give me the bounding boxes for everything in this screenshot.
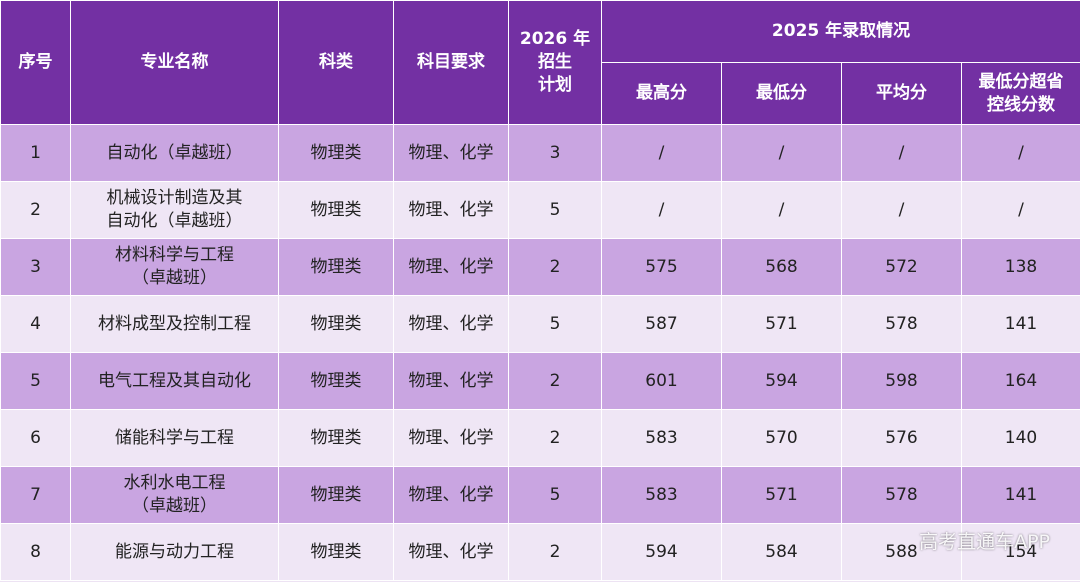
table-cell: 物理类 bbox=[278, 124, 394, 182]
table-row: 7 水利水电工程 （卓越班） 物理类 物理、化学 5 583 571 578 141 bbox=[0, 466, 1080, 524]
table-row: 8 能源与动力工程 物理类 物理、化学 2 594 584 588 154 bbox=[0, 523, 1080, 581]
header-cell: 序号 bbox=[0, 0, 71, 125]
table-cell: 水利水电工程 （卓越班） bbox=[70, 466, 279, 524]
header-cell: 最低分 bbox=[721, 62, 842, 125]
table-cell: 571 bbox=[721, 466, 842, 524]
table-cell: 154 bbox=[960, 523, 1080, 581]
table-cell: / bbox=[601, 181, 722, 239]
table-cell: 自动化（卓越班） bbox=[70, 124, 279, 182]
table-cell: 6 bbox=[0, 409, 71, 467]
table-cell: 594 bbox=[601, 523, 722, 581]
table-cell: 物理、化学 bbox=[393, 466, 509, 524]
table-cell: 587 bbox=[601, 295, 722, 353]
table-cell: 物理、化学 bbox=[393, 181, 509, 239]
table-cell: 物理、化学 bbox=[393, 352, 509, 410]
table-cell: / bbox=[601, 124, 722, 182]
table-cell: 能源与动力工程 bbox=[70, 523, 279, 581]
table-cell: 机械设计制造及其 自动化（卓越班） bbox=[70, 181, 279, 239]
table-cell: 570 bbox=[721, 409, 842, 467]
table-cell: / bbox=[721, 181, 842, 239]
table-cell: 物理类 bbox=[278, 181, 394, 239]
table-cell: / bbox=[721, 124, 842, 182]
header-cell: 2025 年录取情况 bbox=[600, 0, 1080, 63]
table-cell: 1 bbox=[0, 124, 71, 182]
watermark: 高考直通车APP bbox=[919, 531, 1050, 553]
table-cell: 601 bbox=[601, 352, 722, 410]
table-cell: 584 bbox=[721, 523, 842, 581]
table-cell: 材料科学与工程 （卓越班） bbox=[70, 238, 279, 296]
table-cell: / bbox=[960, 124, 1080, 182]
table-cell: 5 bbox=[508, 181, 602, 239]
table-cell: 141 bbox=[960, 466, 1080, 524]
table-cell: 5 bbox=[508, 466, 602, 524]
table-row: 3 材料科学与工程 （卓越班） 物理类 物理、化学 2 575 568 572 138 bbox=[0, 238, 1080, 296]
table-cell: / bbox=[841, 124, 962, 182]
table-cell: 8 bbox=[0, 523, 71, 581]
table-cell: 物理、化学 bbox=[393, 295, 509, 353]
table-cell: 572 bbox=[841, 238, 962, 296]
header-cell: 科目要求 bbox=[393, 0, 509, 125]
table-cell: 物理、化学 bbox=[393, 409, 509, 467]
table-cell: 5 bbox=[508, 295, 602, 353]
table-cell: 物理类 bbox=[278, 409, 394, 467]
table-cell: 598 bbox=[841, 352, 962, 410]
header-cell: 最低分超省 控线分数 bbox=[960, 62, 1080, 125]
table-cell: 571 bbox=[721, 295, 842, 353]
table-cell: 物理、化学 bbox=[393, 238, 509, 296]
table-cell: 588 bbox=[841, 523, 962, 581]
table-cell: 物理类 bbox=[278, 238, 394, 296]
table-cell: 3 bbox=[0, 238, 71, 296]
header-cell: 2026 年 招生 计划 bbox=[508, 0, 602, 125]
table-cell: 物理、化学 bbox=[393, 523, 509, 581]
table-cell: 物理类 bbox=[278, 523, 394, 581]
table-cell: 物理类 bbox=[278, 295, 394, 353]
table-cell: 储能科学与工程 bbox=[70, 409, 279, 467]
table-cell: 578 bbox=[841, 295, 962, 353]
table-cell: 141 bbox=[960, 295, 1080, 353]
table-cell: 2 bbox=[508, 352, 602, 410]
table-cell: 568 bbox=[721, 238, 842, 296]
table-cell: 物理类 bbox=[278, 466, 394, 524]
table-row: 5 电气工程及其自动化 物理类 物理、化学 2 601 594 598 164 bbox=[0, 352, 1080, 410]
table-cell: 7 bbox=[0, 466, 71, 524]
table-cell: 164 bbox=[960, 352, 1080, 410]
table-cell: 583 bbox=[601, 409, 722, 467]
table-cell: 2 bbox=[508, 523, 602, 581]
table-row: 6 储能科学与工程 物理类 物理、化学 2 583 570 576 140 bbox=[0, 409, 1080, 467]
table-cell: 2 bbox=[508, 238, 602, 296]
table-cell: 2 bbox=[0, 181, 71, 239]
header-cell: 专业名称 bbox=[70, 0, 279, 125]
table-cell: 5 bbox=[0, 352, 71, 410]
table-cell: 物理类 bbox=[278, 352, 394, 410]
table-cell: 576 bbox=[841, 409, 962, 467]
table-cell: 2 bbox=[508, 409, 602, 467]
table-cell: 138 bbox=[960, 238, 1080, 296]
table-cell: 583 bbox=[601, 466, 722, 524]
header-cell: 平均分 bbox=[841, 62, 962, 125]
table-row: 1 自动化（卓越班） 物理类 物理、化学 3// / / bbox=[0, 124, 1080, 182]
header-cell: 最高分 bbox=[601, 62, 722, 125]
table-row: 2 机械设计制造及其 自动化（卓越班） 物理类 物理、化学 5// / / bbox=[0, 181, 1080, 239]
table-cell: 4 bbox=[0, 295, 71, 353]
table-cell: 578 bbox=[841, 466, 962, 524]
table-cell: / bbox=[841, 181, 962, 239]
table-body: 1 自动化（卓越班） 物理类 物理、化学 3// //2 机械设计制造及其 自动化（卓越班）… bbox=[0, 124, 1080, 581]
header-cell: 科类 bbox=[278, 0, 394, 125]
table-cell: / bbox=[960, 181, 1080, 239]
table-cell: 材料成型及控制工程 bbox=[70, 295, 279, 353]
table-cell: 594 bbox=[721, 352, 842, 410]
table-cell: 物理、化学 bbox=[393, 124, 509, 182]
table-cell: 3 bbox=[508, 124, 602, 182]
table-cell: 140 bbox=[960, 409, 1080, 467]
table-row: 4 材料成型及控制工程 物理类 物理、化学 5 587 571 578 141 bbox=[0, 295, 1080, 353]
table-cell: 电气工程及其自动化 bbox=[70, 352, 279, 410]
table-cell: 575 bbox=[601, 238, 722, 296]
